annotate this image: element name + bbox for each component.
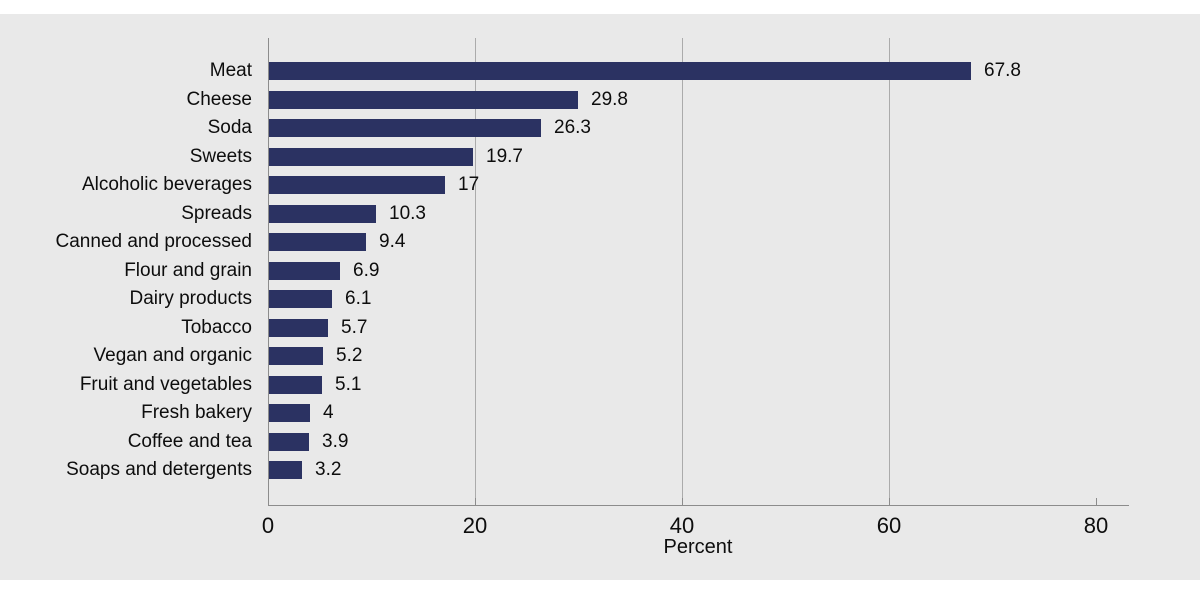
bar-tobacco	[269, 319, 328, 337]
x-tick-80	[1096, 498, 1097, 505]
category-label: Soda	[207, 117, 252, 138]
gridline-60	[889, 38, 890, 505]
category-label: Canned and processed	[55, 231, 252, 252]
bar-cheese	[269, 91, 578, 109]
chart-canvas: Percent 0 20 40 60 80 Meat 67.8 Cheese 29.8 Soda 2…	[0, 14, 1200, 580]
bar-meat	[269, 62, 971, 80]
category-label: Sweets	[189, 146, 252, 167]
category-label: Fresh bakery	[141, 402, 252, 423]
bar-canned-and-processed	[269, 233, 366, 251]
x-tick-label-80: 80	[1083, 513, 1109, 538]
bar-spreads	[269, 205, 376, 223]
value-label: 19.7	[486, 146, 523, 167]
bar-alcoholic-beverages	[269, 176, 445, 194]
category-label: Vegan and organic	[93, 345, 252, 366]
bar-dairy-products	[269, 290, 332, 308]
category-label: Coffee and tea	[127, 431, 252, 452]
bar-sweets	[269, 148, 473, 166]
x-tick-label-0: 0	[261, 513, 275, 538]
category-label: Tobacco	[181, 317, 252, 338]
bar-fresh-bakery	[269, 404, 310, 422]
value-label: 29.8	[591, 89, 628, 110]
value-label: 3.9	[322, 431, 349, 452]
value-label: 10.3	[389, 203, 426, 224]
bar-fruit-and-vegetables	[269, 376, 322, 394]
category-label: Soaps and detergents	[66, 459, 252, 480]
plot-area: Percent 0 20 40 60 80 Meat 67.8 Cheese 29.8 Soda 2…	[56, 38, 1129, 558]
category-label: Fruit and vegetables	[79, 374, 252, 395]
x-tick-60	[889, 498, 890, 505]
x-tick-label-40: 40	[669, 513, 695, 538]
category-label: Spreads	[181, 203, 252, 224]
category-label: Flour and grain	[124, 260, 252, 281]
x-tick-40	[682, 498, 683, 505]
value-label: 6.1	[345, 288, 372, 309]
category-label: Dairy products	[129, 288, 253, 309]
value-label: 6.9	[353, 260, 380, 281]
value-label: 26.3	[554, 117, 591, 138]
value-label: 67.8	[984, 60, 1021, 81]
x-tick-label-20: 20	[462, 513, 488, 538]
category-label: Alcoholic beverages	[81, 174, 252, 195]
value-label: 5.1	[335, 374, 362, 395]
value-label: 17	[458, 174, 480, 195]
category-label: Meat	[209, 60, 252, 81]
bar-flour-and-grain	[269, 262, 340, 280]
y-axis-line	[268, 38, 269, 505]
x-axis-line	[268, 505, 1129, 506]
bar-vegan-and-organic	[269, 347, 323, 365]
value-label: 4	[323, 402, 334, 423]
x-tick-0	[268, 498, 269, 505]
gridline-40	[682, 38, 683, 505]
value-label: 9.4	[379, 231, 406, 252]
gridline-20	[475, 38, 476, 505]
value-label: 5.2	[336, 345, 363, 366]
bar-coffee-and-tea	[269, 433, 309, 451]
value-label: 3.2	[315, 459, 342, 480]
bar-soda	[269, 119, 541, 137]
x-axis-title: Percent	[663, 536, 733, 558]
x-tick-label-60: 60	[876, 513, 902, 538]
bar-soaps-and-detergents	[269, 461, 302, 479]
x-tick-20	[475, 498, 476, 505]
category-label: Cheese	[186, 89, 253, 110]
value-label: 5.7	[341, 317, 368, 338]
